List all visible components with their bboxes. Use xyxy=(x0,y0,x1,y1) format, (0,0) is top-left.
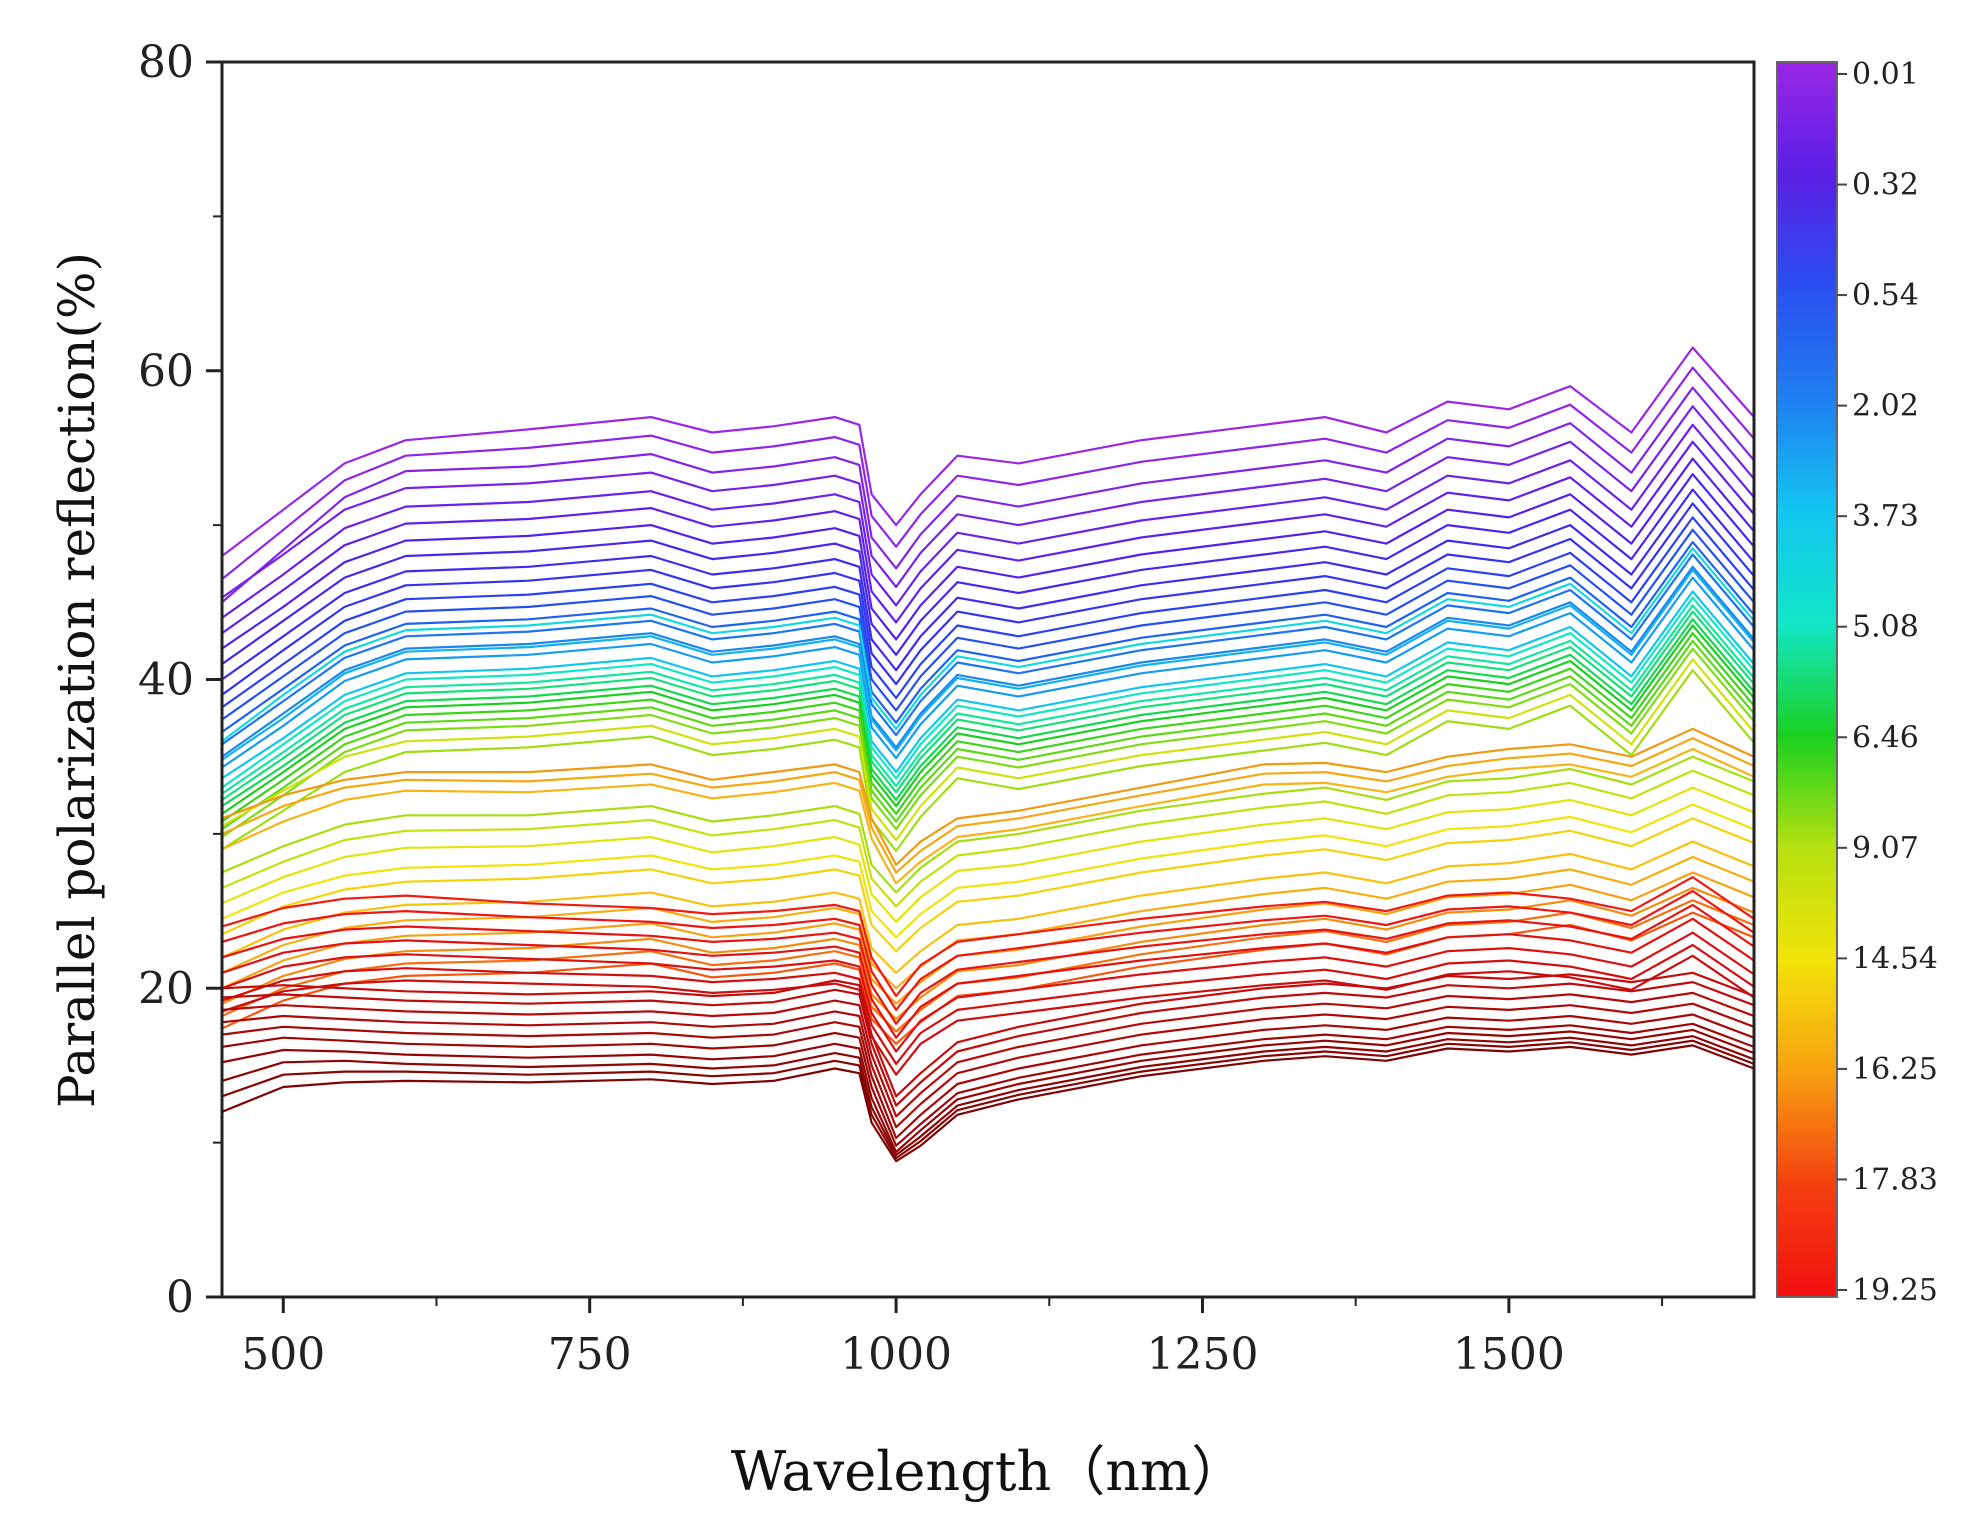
series-line-25 xyxy=(222,639,1754,831)
y-tick-label-0: 0 xyxy=(166,1272,194,1323)
series-line-3 xyxy=(222,405,1754,599)
series-line-24 xyxy=(222,632,1754,823)
colorbar-label-10: 17.83 xyxy=(1852,1162,1938,1197)
series-line-12 xyxy=(222,541,1754,733)
series-line-13 xyxy=(222,553,1754,746)
series-line-52 xyxy=(222,991,1754,1118)
series-line-6 xyxy=(222,457,1754,650)
x-axis-title: Wavelength（nm） xyxy=(731,1440,1246,1503)
series-line-20 xyxy=(222,604,1754,795)
series-line-7 xyxy=(222,473,1754,665)
colorbar-label-3: 2.02 xyxy=(1852,389,1919,424)
series-line-23 xyxy=(222,624,1754,815)
series-line-36 xyxy=(222,817,1754,953)
y-axis-title: Parallel polarization reflection(%) xyxy=(48,252,106,1108)
series-line-4 xyxy=(222,423,1754,619)
colorbar-label-4: 3.73 xyxy=(1852,499,1919,534)
series-line-48 xyxy=(222,943,1754,1065)
series-line-55 xyxy=(222,1022,1754,1147)
series-line-57 xyxy=(222,1035,1754,1157)
x-tick-label-2: 1000 xyxy=(840,1329,952,1380)
colorbar-label-2: 0.54 xyxy=(1852,278,1919,313)
y-tick-label-3: 60 xyxy=(138,346,194,397)
series-line-40 xyxy=(222,886,1754,1021)
series-line-17 xyxy=(222,590,1754,780)
series-line-39 xyxy=(222,871,1754,1005)
series-line-45 xyxy=(222,903,1754,1025)
series-line-56 xyxy=(222,1028,1754,1153)
colorbar-label-0: 0.01 xyxy=(1852,57,1919,92)
colorbar-label-5: 5.08 xyxy=(1852,610,1919,645)
x-axis: 500 750 1000 1250 1500 xyxy=(241,1297,1664,1380)
series-line-21 xyxy=(222,610,1754,801)
series-line-8 xyxy=(222,488,1754,681)
series-line-1 xyxy=(222,366,1754,581)
series-line-2 xyxy=(222,386,1754,604)
series-line-26 xyxy=(222,647,1754,838)
colorbar-label-6: 6.46 xyxy=(1852,720,1919,755)
series-line-29 xyxy=(222,727,1754,866)
series-line-5 xyxy=(222,440,1754,635)
colorbar-gradient xyxy=(1776,61,1838,1298)
x-tick-label-0: 500 xyxy=(241,1329,325,1380)
series-line-37 xyxy=(222,840,1754,974)
colorbar-label-9: 16.25 xyxy=(1852,1052,1938,1087)
series-line-47 xyxy=(222,931,1754,1053)
series-line-0 xyxy=(222,346,1754,557)
series-line-54 xyxy=(222,1013,1754,1140)
series-line-18 xyxy=(222,547,1754,743)
colorbar-labels: 0.01 0.32 0.54 2.02 3.73 5.08 6.46 9.07 14.54 16.… xyxy=(1837,57,1938,1308)
y-axis: 0 20 40 60 80 xyxy=(138,37,222,1323)
y-tick-label-2: 40 xyxy=(138,655,194,706)
series-line-43 xyxy=(222,876,1754,998)
series-line-27 xyxy=(222,669,1754,852)
y-tick-label-1: 20 xyxy=(138,963,194,1014)
series-line-15 xyxy=(222,576,1754,769)
y-tick-label-4: 80 xyxy=(138,37,194,88)
series-line-31 xyxy=(222,747,1754,885)
series-line-34 xyxy=(222,786,1754,923)
colorbar-label-7: 9.07 xyxy=(1852,831,1919,866)
series-line-10 xyxy=(222,516,1754,709)
colorbar-label-8: 14.54 xyxy=(1852,941,1938,976)
series-line-30 xyxy=(222,737,1754,874)
series-line-32 xyxy=(222,755,1754,894)
colorbar-label-11: 19.25 xyxy=(1852,1273,1938,1308)
series-line-22 xyxy=(222,618,1754,808)
series-line-11 xyxy=(222,528,1754,721)
series-line-59 xyxy=(222,1044,1754,1163)
series-line-44 xyxy=(222,889,1754,1011)
series-line-19 xyxy=(222,596,1754,789)
x-tick-label-4: 1500 xyxy=(1453,1329,1565,1380)
series-lines xyxy=(222,346,1754,1163)
series-line-41 xyxy=(222,899,1754,1033)
series-line-16 xyxy=(222,568,1754,761)
x-tick-label-3: 1250 xyxy=(1146,1329,1258,1380)
series-line-53 xyxy=(222,1002,1754,1129)
x-tick-label-1: 750 xyxy=(548,1329,632,1380)
series-line-14 xyxy=(222,565,1754,758)
series-line-33 xyxy=(222,769,1754,908)
series-line-9 xyxy=(222,502,1754,696)
series-line-46 xyxy=(222,917,1754,1039)
colorbar: 0.01 0.32 0.54 2.02 3.73 5.08 6.46 9.07 14.54 16.… xyxy=(1776,57,1938,1308)
series-line-28 xyxy=(222,658,1754,842)
series-line-58 xyxy=(222,1039,1754,1160)
series-line-51 xyxy=(222,981,1754,1107)
series-line-35 xyxy=(222,803,1754,939)
series-line-50 xyxy=(222,971,1754,1098)
series-line-49 xyxy=(222,954,1754,1076)
colorbar-label-1: 0.32 xyxy=(1852,168,1919,203)
